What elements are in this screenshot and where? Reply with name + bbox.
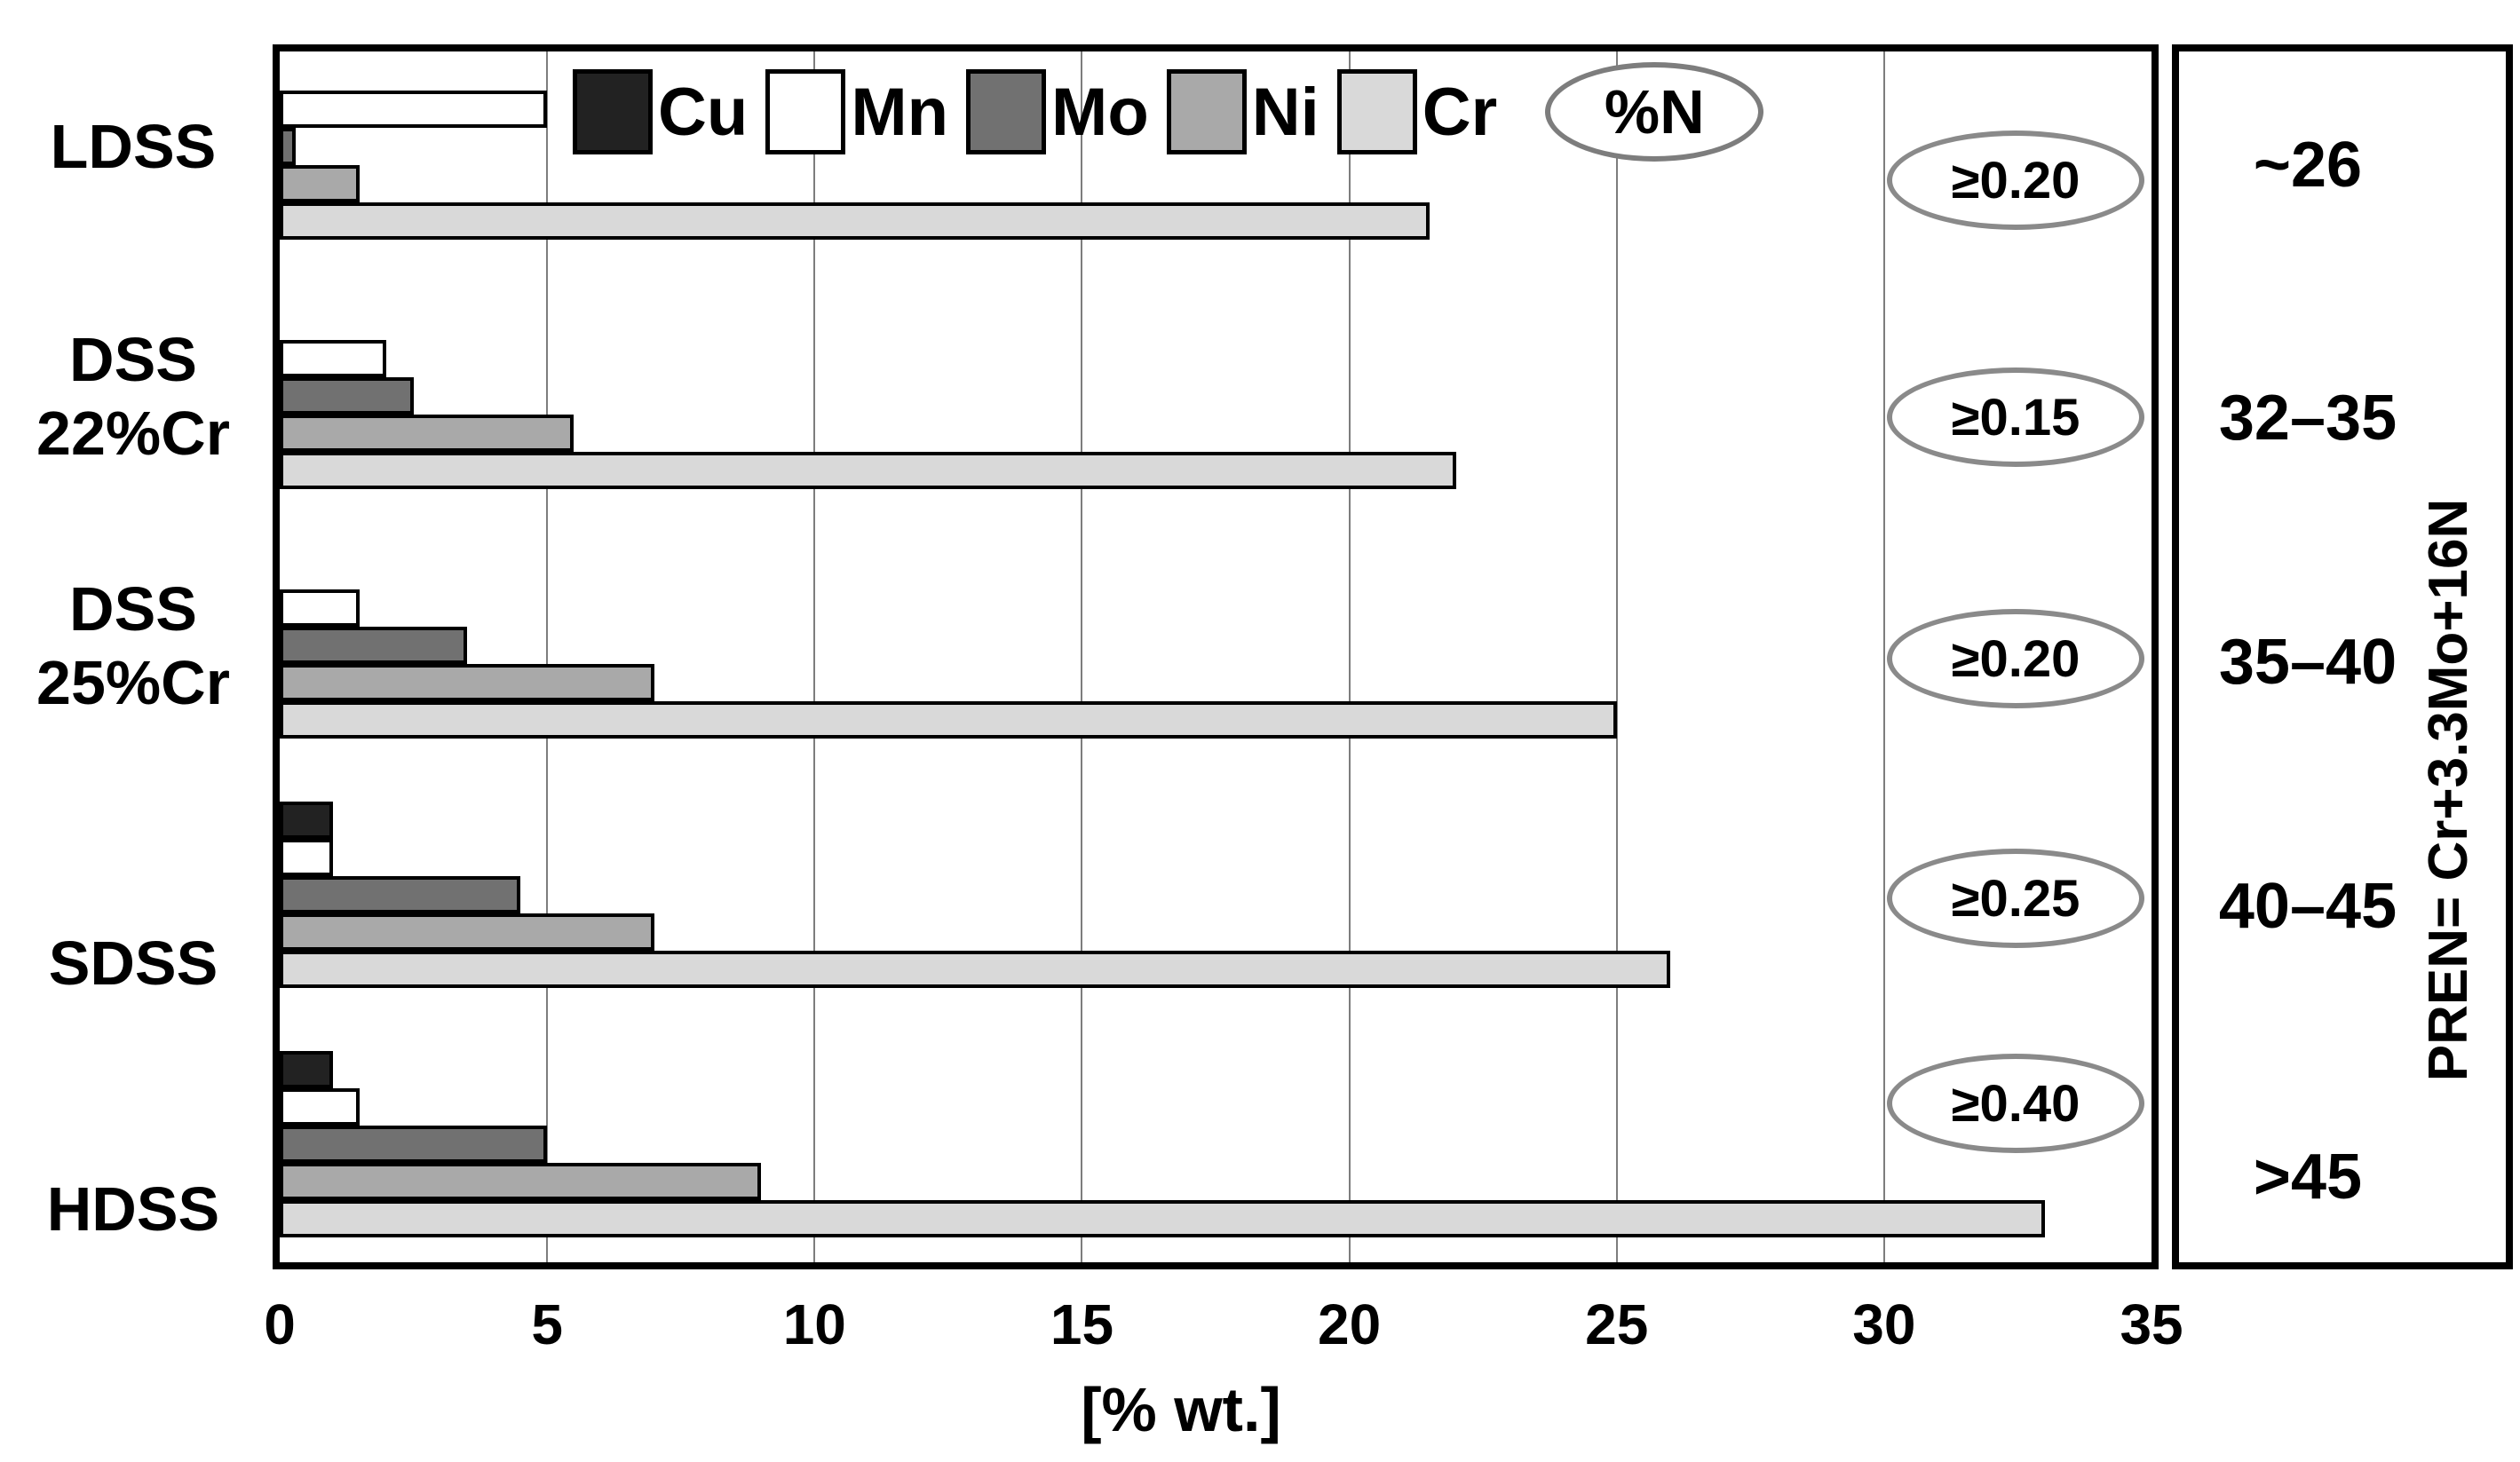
nitrogen-oval-dss-22-cr: ≥0.15	[1887, 367, 2144, 467]
bar-ldss-cr	[280, 202, 1430, 240]
legend-label-mo: Mo	[1051, 74, 1149, 150]
mn-swatch-icon	[765, 69, 846, 154]
gridline-20	[1348, 51, 1351, 1262]
bar-hdss-cu	[280, 1051, 334, 1088]
pren-value-dss-25-cr: 35–40	[2218, 627, 2397, 698]
pren-value-ldss: ~26	[2253, 130, 2363, 201]
x-tick-25: 25	[1585, 1292, 1649, 1356]
cr-swatch-icon	[1336, 69, 1417, 154]
gridline-30	[1882, 51, 1885, 1262]
bar-ldss-ni	[280, 165, 361, 202]
bar-dss-22-cr-mo	[280, 377, 414, 415]
category-label-ldss: LDSS	[50, 112, 217, 181]
gridline-5	[546, 51, 549, 1262]
ni-swatch-icon	[1166, 69, 1247, 154]
legend-item-ni: Ni	[1166, 69, 1319, 154]
x-tick-5: 5	[531, 1292, 563, 1356]
bar-sdss-ni	[280, 913, 654, 951]
x-tick-10: 10	[782, 1292, 846, 1356]
category-label-hdss: HDSS	[46, 1174, 220, 1244]
bar-hdss-mn	[280, 1088, 361, 1126]
bar-dss-25-cr-cr	[280, 701, 1617, 739]
x-tick-20: 20	[1318, 1292, 1382, 1356]
pren-value-hdss: >45	[2253, 1142, 2363, 1213]
x-tick-30: 30	[1852, 1292, 1916, 1356]
legend-item-mo: Mo	[966, 69, 1149, 154]
nitrogen-oval-hdss: ≥0.40	[1887, 1054, 2144, 1153]
bar-hdss-ni	[280, 1163, 762, 1200]
legend-label-ni: Ni	[1251, 74, 1319, 150]
mo-swatch-icon	[966, 69, 1047, 154]
legend-item-cr: Cr	[1336, 69, 1498, 154]
legend: Cu Mn Mo Ni Cr %N	[573, 59, 1764, 165]
x-axis-label: [% wt.]	[1081, 1375, 1281, 1444]
cu-swatch-icon	[573, 69, 653, 154]
gridline-10	[813, 51, 816, 1262]
nitrogen-oval-dss-25-cr: ≥0.20	[1887, 609, 2144, 708]
pren-value-sdss: 40–45	[2218, 871, 2397, 942]
gridline-25	[1615, 51, 1618, 1262]
x-tick-0: 0	[264, 1292, 296, 1356]
bar-sdss-mn	[280, 839, 334, 876]
legend-nitrogen-oval: %N	[1545, 62, 1764, 162]
legend-label-cu: Cu	[658, 74, 749, 150]
pren-panel: ~26 32–35 35–40 40–45 >45	[2172, 44, 2513, 1269]
legend-item-mn: Mn	[765, 69, 948, 154]
legend-item-cu: Cu	[573, 69, 748, 154]
legend-label-cr: Cr	[1422, 74, 1498, 150]
gridline-15	[1081, 51, 1083, 1262]
bar-dss-25-cr-ni	[280, 664, 654, 701]
bar-ldss-mn	[280, 91, 548, 128]
bar-sdss-cu	[280, 802, 334, 839]
x-tick-15: 15	[1050, 1292, 1114, 1356]
bar-hdss-mo	[280, 1126, 548, 1163]
bar-dss-22-cr-cr	[280, 452, 1457, 489]
category-label-sdss: SDSS	[48, 929, 218, 998]
bar-ldss-mo	[280, 128, 297, 165]
nitrogen-oval-sdss: ≥0.25	[1887, 849, 2144, 948]
legend-label-mn: Mn	[851, 74, 949, 150]
bar-dss-25-cr-mn	[280, 589, 361, 627]
bar-sdss-cr	[280, 951, 1670, 988]
bar-hdss-cr	[280, 1200, 2045, 1237]
x-tick-35: 35	[2120, 1292, 2183, 1356]
plot-area: ≥0.20 ≥0.15 ≥0.20 ≥0.25 ≥0.40 Cu Mn Mo Ni Cr %N	[273, 44, 2159, 1269]
pren-value-dss-22-cr: 32–35	[2218, 383, 2397, 454]
pren-formula-label: PREN= Cr+3.3Mo+16N	[2418, 498, 2479, 1082]
category-label-dss-22-cr: DSS 22%Cr	[36, 325, 230, 468]
bar-dss-22-cr-mn	[280, 340, 387, 377]
nitrogen-oval-ldss: ≥0.20	[1887, 130, 2144, 230]
plot-inner: ≥0.20 ≥0.15 ≥0.20 ≥0.25 ≥0.40	[280, 51, 2152, 1262]
bar-dss-25-cr-mo	[280, 627, 467, 664]
bar-sdss-mo	[280, 876, 521, 913]
bar-dss-22-cr-ni	[280, 415, 575, 452]
category-label-dss-25-cr: DSS 25%Cr	[36, 574, 230, 717]
